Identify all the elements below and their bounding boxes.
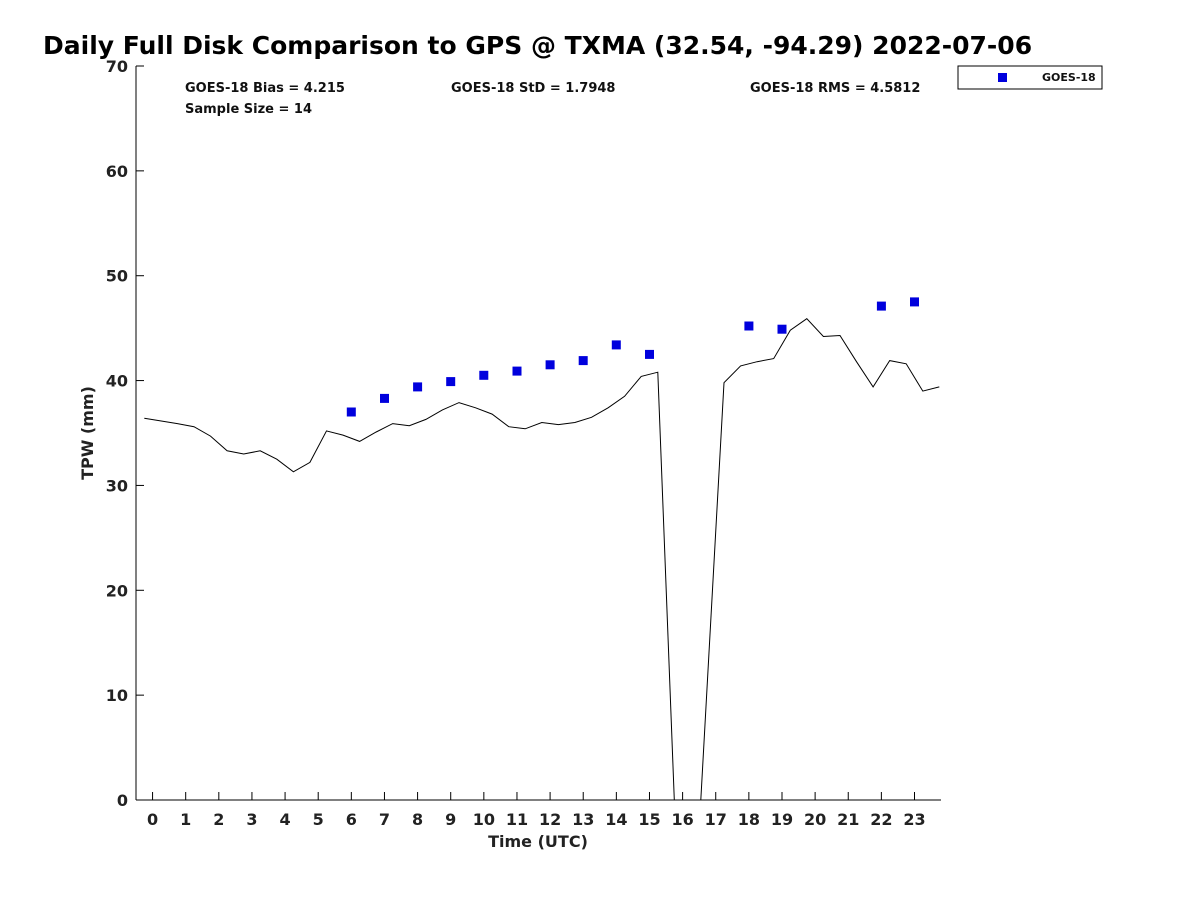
x-axis-label: Time (UTC) <box>488 832 588 851</box>
x-tick-label-7: 7 <box>379 810 390 829</box>
goes-18-point-6 <box>545 360 555 370</box>
y-tick-label-10: 10 <box>106 686 128 705</box>
goes-18-point-10 <box>744 321 754 331</box>
x-tick-label-11: 11 <box>506 810 528 829</box>
x-tick-label-3: 3 <box>246 810 257 829</box>
y-ticks: 0 10 20 30 40 50 60 70 <box>106 57 144 810</box>
x-tick-label-9: 9 <box>445 810 456 829</box>
goes-18-point-0 <box>346 407 356 417</box>
x-tick-label-10: 10 <box>473 810 495 829</box>
legend-box <box>957 65 1103 90</box>
goes-18-point-11 <box>777 324 787 334</box>
x-tick-label-4: 4 <box>280 810 291 829</box>
goes-18-point-9 <box>645 349 654 359</box>
goes-18-point-4 <box>479 370 489 380</box>
y-tick-label-50: 50 <box>106 267 128 286</box>
x-ticks: 0 1 2 3 4 5 6 7 8 9 10 11 12 13 14 15 16 17 18 19 20 21 22 23 <box>147 792 926 829</box>
y-tick-label-0: 0 <box>117 791 128 810</box>
x-tick-label-2: 2 <box>213 810 224 829</box>
x-tick-label-0: 0 <box>147 810 158 829</box>
x-tick-label-6: 6 <box>346 810 357 829</box>
goes-18-point-7 <box>578 356 588 366</box>
x-tick-label-23: 23 <box>903 810 925 829</box>
x-tick-label-22: 22 <box>870 810 892 829</box>
y-axis-label: TPW (mm) <box>78 386 97 480</box>
goes-18-points <box>346 297 919 417</box>
legend: GOES-18 <box>957 65 1103 90</box>
y-tick-label-20: 20 <box>106 581 128 600</box>
std-stat: GOES-18 StD = 1.7948 <box>451 81 615 96</box>
goes-18-point-5 <box>512 366 522 376</box>
x-tick-label-18: 18 <box>738 810 760 829</box>
gps-series-line <box>144 318 940 801</box>
x-tick-label-14: 14 <box>605 810 627 829</box>
x-tick-label-12: 12 <box>539 810 561 829</box>
x-tick-label-1: 1 <box>180 810 191 829</box>
x-tick-label-17: 17 <box>705 810 727 829</box>
legend-marker-goes-18 <box>998 73 1007 82</box>
legend-label-goes-18: GOES-18 <box>1042 71 1096 84</box>
x-tick-label-8: 8 <box>412 810 423 829</box>
goes-18-point-8 <box>611 340 621 350</box>
goes-18-point-12 <box>876 301 886 311</box>
x-tick-label-16: 16 <box>671 810 693 829</box>
chart-title: Daily Full Disk Comparison to GPS @ TXMA… <box>43 31 1032 60</box>
y-tick-label-70: 70 <box>106 57 128 76</box>
goes-18-point-3 <box>446 377 456 387</box>
x-tick-label-20: 20 <box>804 810 826 829</box>
goes-18-point-2 <box>413 382 423 392</box>
bias-stat: GOES-18 Bias = 4.215 <box>185 81 345 96</box>
rms-stat: GOES-18 RMS = 4.5812 <box>750 81 920 96</box>
goes-18-point-1 <box>380 393 389 403</box>
x-tick-label-5: 5 <box>313 810 324 829</box>
y-tick-label-30: 30 <box>106 476 128 495</box>
x-tick-label-15: 15 <box>638 810 660 829</box>
x-tick-label-19: 19 <box>771 810 793 829</box>
x-tick-label-13: 13 <box>572 810 594 829</box>
y-tick-label-60: 60 <box>106 162 128 181</box>
goes-18-point-13 <box>910 297 919 307</box>
sample-size-stat: Sample Size = 14 <box>185 102 312 117</box>
x-tick-label-21: 21 <box>837 810 859 829</box>
y-tick-label-40: 40 <box>106 372 128 391</box>
